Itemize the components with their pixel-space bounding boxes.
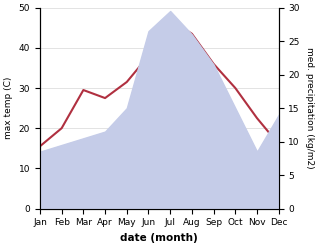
Y-axis label: med. precipitation (kg/m2): med. precipitation (kg/m2): [305, 47, 314, 169]
Y-axis label: max temp (C): max temp (C): [4, 77, 13, 139]
X-axis label: date (month): date (month): [121, 233, 198, 243]
